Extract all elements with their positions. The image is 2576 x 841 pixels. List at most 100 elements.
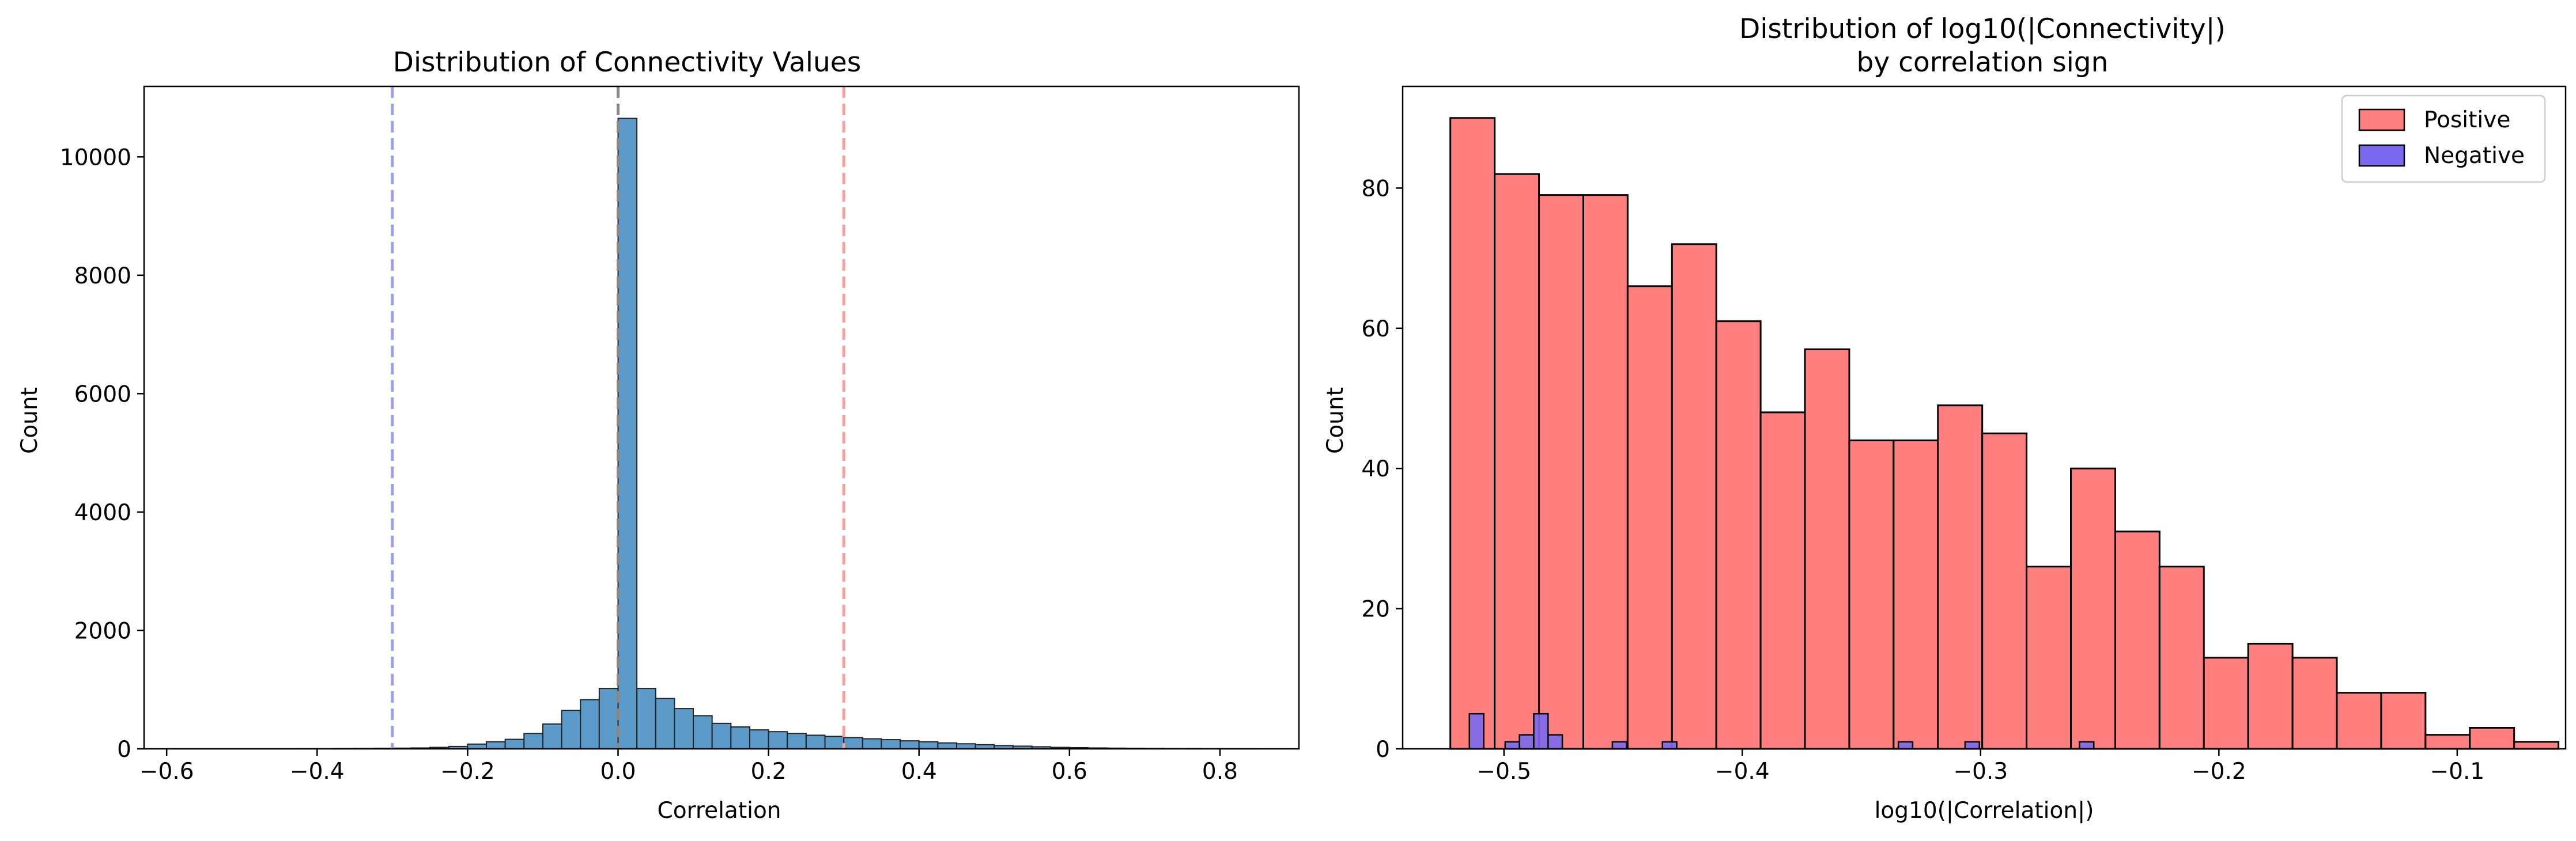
left-plot-frame [143, 85, 1300, 750]
left-histogram-bar [561, 710, 581, 750]
left-histogram-bar [655, 698, 675, 750]
left-histogram-bar [824, 736, 845, 749]
positive-histogram-bar [1449, 117, 1496, 750]
positive-histogram-bar [1582, 194, 1629, 750]
left-histogram-bar [881, 739, 901, 749]
left-histogram-bar [768, 731, 788, 750]
positive-histogram-bar [2158, 566, 2205, 750]
negative-histogram-bar [1533, 713, 1549, 750]
positive-histogram-bar [2424, 734, 2471, 750]
left-histogram-bar [711, 722, 732, 749]
legend: Positive Negative [2341, 94, 2546, 183]
positive-histogram-bar [1671, 243, 1717, 750]
left-histogram-bar [542, 723, 562, 749]
left-y-axis-label: Count [17, 387, 43, 454]
left-histogram-bar [843, 737, 863, 749]
left-y-tick-label: 6000 [74, 381, 131, 407]
right-chart-title-line-1: Distribution of log10(|Connectivity|) [1739, 13, 2226, 45]
left-histogram-bar [787, 733, 807, 749]
right-y-tick-label: 0 [1376, 737, 1390, 763]
positive-histogram-bar [2247, 642, 2294, 750]
legend-label-negative: Negative [2424, 143, 2525, 169]
left-chart-title: Distribution of Connectivity Values [393, 47, 861, 78]
positive-histogram-bar [2380, 692, 2427, 750]
negative-histogram-bar [2079, 741, 2095, 750]
left-histogram-bar [937, 742, 957, 750]
right-histogram-bars [1449, 117, 2560, 750]
left-histogram-bar [523, 733, 543, 749]
right-x-tick-label: −0.4 [1715, 759, 1770, 785]
negative-histogram-bar [1519, 734, 1535, 750]
right-x-tick-label: −0.3 [1953, 759, 2008, 785]
left-x-tick-label: 0.4 [901, 759, 937, 785]
left-y-tick-label: 10000 [60, 145, 131, 171]
left-histogram-bar [955, 743, 976, 750]
left-x-tick-label: 0.8 [1202, 759, 1238, 785]
left-axes: −0.6 −0.4 −0.2 0.0 0.2 0.4 0.6 0.8 0 2000 4000 6000… [60, 85, 1300, 785]
negative-histogram-bar [1504, 741, 1520, 750]
left-histogram-bar [918, 741, 939, 750]
left-histogram-bar [749, 729, 769, 750]
negative-histogram-bar [1611, 741, 1627, 750]
left-x-tick-label: −0.2 [440, 759, 495, 785]
left-histogram-bar [580, 699, 600, 750]
right-plot-frame [1402, 85, 2567, 750]
positive-histogram-bar [2513, 741, 2560, 750]
right-x-tick-label: −0.2 [2192, 759, 2246, 785]
negative-histogram-bar [1468, 713, 1485, 750]
positive-histogram-bar [2336, 692, 2382, 750]
right-chart-title-line-2: by correlation sign [1857, 47, 2109, 78]
left-histogram-bar [674, 708, 694, 750]
negative-histogram-bar [1547, 734, 1563, 750]
positive-histogram-bar [1626, 285, 1673, 750]
left-histogram-bar [862, 738, 882, 750]
positive-histogram-bar [1981, 432, 2028, 750]
right-x-tick-label: −0.5 [1476, 759, 1531, 785]
positive-histogram-bar [2203, 657, 2249, 750]
left-histogram-bar [486, 741, 506, 750]
left-histogram-bar [900, 740, 920, 749]
negative-histogram-bar [1964, 741, 1980, 750]
left-histogram-chart: Distribution of Connectivity Values −0.6… [17, 47, 1300, 824]
positive-histogram-bar [2026, 566, 2072, 750]
right-x-tick-label: −0.1 [2430, 759, 2484, 785]
left-y-tick-label: 4000 [74, 500, 131, 526]
left-x-tick-label: 0.0 [600, 759, 636, 785]
left-x-tick-label: 0.6 [1052, 759, 1087, 785]
positive-histogram-bar [2469, 726, 2515, 750]
left-histogram-bar [598, 688, 619, 750]
right-y-tick-label: 40 [1361, 456, 1390, 482]
negative-histogram-bar [1661, 741, 1678, 750]
legend-swatch-negative [2358, 144, 2405, 167]
right-y-tick-label: 80 [1361, 176, 1390, 202]
positive-histogram-bar [2291, 657, 2338, 750]
positive-histogram-bar [1937, 404, 1984, 750]
left-histogram-bar [504, 738, 525, 750]
positive-histogram-bar [1494, 173, 1540, 750]
positive-histogram-bar [1893, 440, 1939, 750]
right-x-axis-label: log10(|Correlation|) [1875, 798, 2094, 824]
right-y-axis-label: Count [1323, 387, 1349, 454]
negative-histogram-bar [1897, 741, 1914, 750]
left-y-tick-label: 8000 [74, 263, 131, 289]
left-x-axis-label: Correlation [657, 798, 781, 824]
left-y-tick-label: 2000 [74, 618, 131, 644]
positive-histogram-bar [1759, 411, 1806, 750]
left-x-tick-label: 0.2 [751, 759, 787, 785]
left-histogram-bar [730, 726, 750, 749]
legend-label-positive: Positive [2424, 107, 2510, 133]
right-axes: −0.5 −0.4 −0.3 −0.2 −0.1 0 20 40 60 80 [1361, 85, 2567, 785]
legend-swatch-positive [2358, 108, 2405, 131]
left-x-tick-label: −0.4 [290, 759, 345, 785]
positive-histogram-bar [2114, 531, 2160, 750]
left-x-tick-label: −0.6 [139, 759, 194, 785]
left-reference-lines [391, 86, 845, 749]
right-y-tick-label: 20 [1361, 597, 1390, 623]
positive-histogram-bar [1848, 440, 1895, 750]
positive-histogram-bar [2070, 467, 2116, 750]
left-histogram-bar [693, 715, 713, 749]
positive-histogram-bar [1538, 194, 1584, 750]
right-histogram-chart: Distribution of log10(|Connectivity|) by… [1323, 13, 2567, 824]
left-histogram-bar [617, 118, 638, 749]
